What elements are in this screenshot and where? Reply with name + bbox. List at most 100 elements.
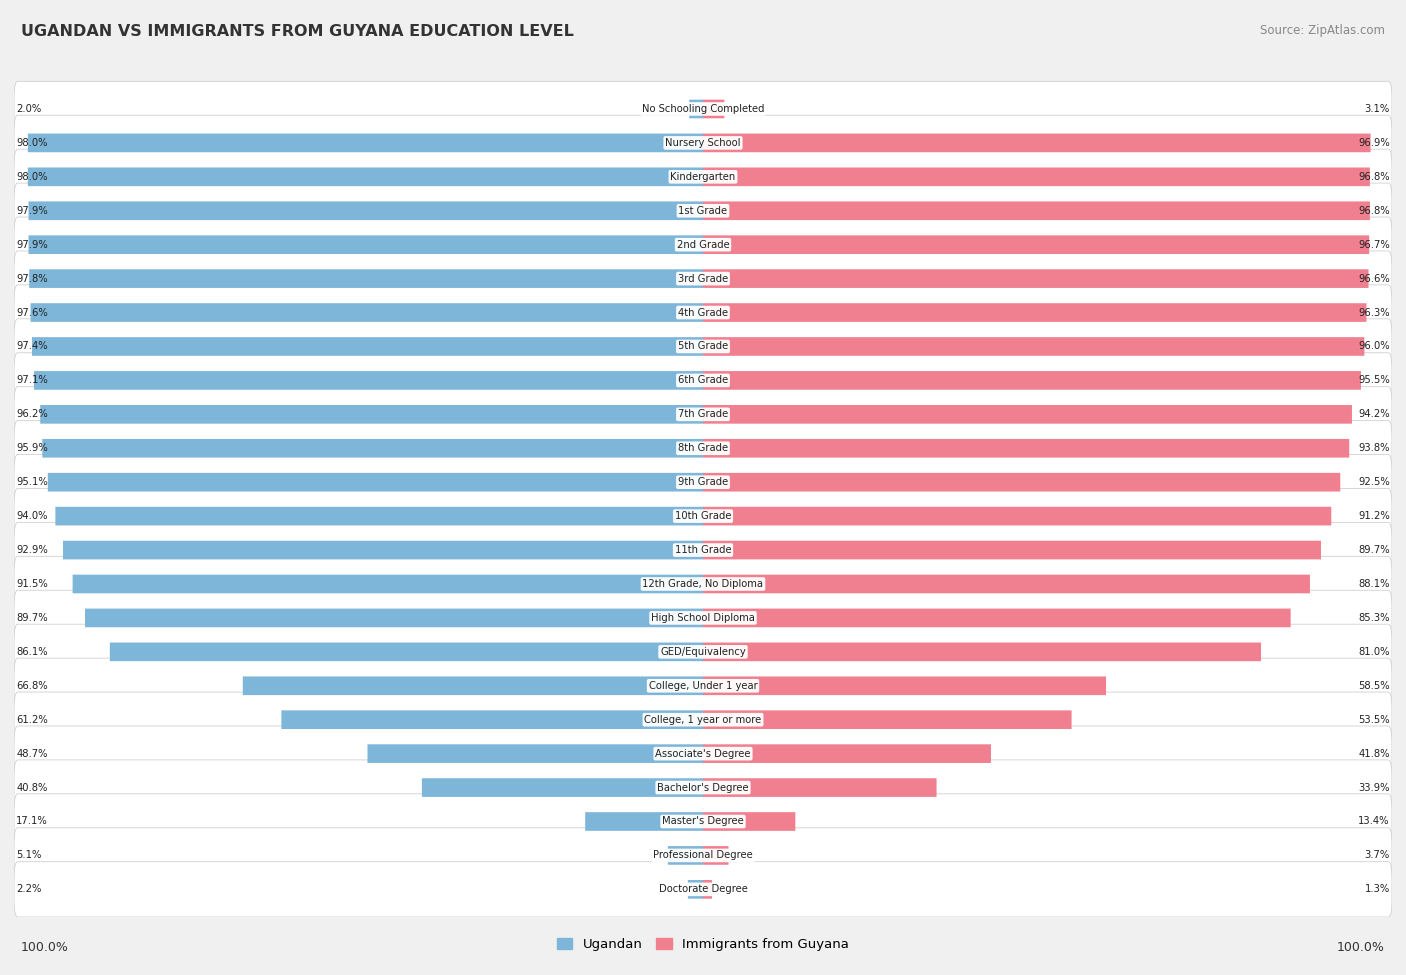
FancyBboxPatch shape — [703, 337, 1364, 356]
FancyBboxPatch shape — [14, 828, 1392, 883]
Text: 95.1%: 95.1% — [15, 477, 48, 488]
FancyBboxPatch shape — [703, 371, 1361, 390]
FancyBboxPatch shape — [34, 371, 703, 390]
FancyBboxPatch shape — [703, 846, 728, 865]
FancyBboxPatch shape — [703, 473, 1340, 491]
Text: 95.9%: 95.9% — [15, 444, 48, 453]
FancyBboxPatch shape — [703, 405, 1353, 424]
FancyBboxPatch shape — [14, 488, 1392, 544]
Text: 7th Grade: 7th Grade — [678, 410, 728, 419]
Text: 11th Grade: 11th Grade — [675, 545, 731, 555]
Text: 88.1%: 88.1% — [1358, 579, 1391, 589]
Text: 48.7%: 48.7% — [15, 749, 48, 759]
Text: 93.8%: 93.8% — [1358, 444, 1391, 453]
FancyBboxPatch shape — [14, 523, 1392, 578]
Text: 10th Grade: 10th Grade — [675, 511, 731, 521]
Text: 41.8%: 41.8% — [1358, 749, 1391, 759]
Text: 98.0%: 98.0% — [15, 137, 48, 148]
FancyBboxPatch shape — [14, 557, 1392, 611]
Text: 1.3%: 1.3% — [1365, 884, 1391, 894]
FancyBboxPatch shape — [585, 812, 703, 831]
FancyBboxPatch shape — [688, 880, 703, 899]
FancyBboxPatch shape — [703, 134, 1371, 152]
Text: 2nd Grade: 2nd Grade — [676, 240, 730, 250]
FancyBboxPatch shape — [14, 285, 1392, 340]
Text: GED/Equivalency: GED/Equivalency — [661, 646, 745, 657]
Text: 98.0%: 98.0% — [15, 172, 48, 181]
FancyBboxPatch shape — [84, 608, 703, 627]
FancyBboxPatch shape — [703, 574, 1310, 594]
FancyBboxPatch shape — [422, 778, 703, 797]
FancyBboxPatch shape — [14, 251, 1392, 306]
Text: 95.5%: 95.5% — [1358, 375, 1391, 385]
FancyBboxPatch shape — [14, 862, 1392, 917]
FancyBboxPatch shape — [14, 115, 1392, 171]
Text: 3.7%: 3.7% — [1365, 850, 1391, 860]
Text: 2.0%: 2.0% — [15, 104, 41, 114]
Text: 91.2%: 91.2% — [1358, 511, 1391, 521]
Text: 96.2%: 96.2% — [15, 410, 48, 419]
Text: 89.7%: 89.7% — [15, 613, 48, 623]
FancyBboxPatch shape — [14, 149, 1392, 205]
Text: 96.8%: 96.8% — [1358, 206, 1391, 215]
Text: 92.5%: 92.5% — [1358, 477, 1391, 488]
Text: 81.0%: 81.0% — [1358, 646, 1391, 657]
Text: 100.0%: 100.0% — [1337, 941, 1385, 954]
Text: 8th Grade: 8th Grade — [678, 444, 728, 453]
Text: 85.3%: 85.3% — [1358, 613, 1391, 623]
FancyBboxPatch shape — [703, 677, 1107, 695]
FancyBboxPatch shape — [243, 677, 703, 695]
Text: 92.9%: 92.9% — [15, 545, 48, 555]
Text: 6th Grade: 6th Grade — [678, 375, 728, 385]
Text: Doctorate Degree: Doctorate Degree — [658, 884, 748, 894]
FancyBboxPatch shape — [63, 541, 703, 560]
Text: Master's Degree: Master's Degree — [662, 816, 744, 827]
Text: 86.1%: 86.1% — [15, 646, 48, 657]
Text: High School Diploma: High School Diploma — [651, 613, 755, 623]
Text: 3rd Grade: 3rd Grade — [678, 274, 728, 284]
FancyBboxPatch shape — [668, 846, 703, 865]
FancyBboxPatch shape — [703, 778, 936, 797]
Text: 94.0%: 94.0% — [15, 511, 48, 521]
Text: Kindergarten: Kindergarten — [671, 172, 735, 181]
Text: 66.8%: 66.8% — [15, 681, 48, 690]
Text: 97.8%: 97.8% — [15, 274, 48, 284]
FancyBboxPatch shape — [703, 608, 1291, 627]
FancyBboxPatch shape — [14, 183, 1392, 239]
FancyBboxPatch shape — [703, 235, 1369, 254]
FancyBboxPatch shape — [703, 303, 1367, 322]
FancyBboxPatch shape — [281, 711, 703, 729]
Text: 97.6%: 97.6% — [15, 307, 48, 318]
FancyBboxPatch shape — [110, 643, 703, 661]
Text: Professional Degree: Professional Degree — [654, 850, 752, 860]
FancyBboxPatch shape — [32, 337, 703, 356]
FancyBboxPatch shape — [14, 590, 1392, 645]
Text: Associate's Degree: Associate's Degree — [655, 749, 751, 759]
FancyBboxPatch shape — [703, 99, 724, 118]
Text: 3.1%: 3.1% — [1365, 104, 1391, 114]
FancyBboxPatch shape — [14, 624, 1392, 680]
Text: 96.6%: 96.6% — [1358, 274, 1391, 284]
FancyBboxPatch shape — [73, 574, 703, 594]
FancyBboxPatch shape — [14, 794, 1392, 849]
FancyBboxPatch shape — [703, 812, 796, 831]
FancyBboxPatch shape — [55, 507, 703, 526]
FancyBboxPatch shape — [28, 134, 703, 152]
Text: 13.4%: 13.4% — [1358, 816, 1391, 827]
FancyBboxPatch shape — [14, 454, 1392, 510]
FancyBboxPatch shape — [703, 168, 1369, 186]
Text: College, Under 1 year: College, Under 1 year — [648, 681, 758, 690]
Text: 53.5%: 53.5% — [1358, 715, 1391, 724]
Text: No Schooling Completed: No Schooling Completed — [641, 104, 765, 114]
Text: 96.3%: 96.3% — [1358, 307, 1391, 318]
Text: 2.2%: 2.2% — [15, 884, 42, 894]
Text: 96.9%: 96.9% — [1358, 137, 1391, 148]
Text: 96.7%: 96.7% — [1358, 240, 1391, 250]
Text: 97.9%: 97.9% — [15, 206, 48, 215]
FancyBboxPatch shape — [689, 99, 703, 118]
Text: 40.8%: 40.8% — [15, 783, 48, 793]
Legend: Ugandan, Immigrants from Guyana: Ugandan, Immigrants from Guyana — [551, 933, 855, 956]
FancyBboxPatch shape — [703, 202, 1369, 220]
FancyBboxPatch shape — [14, 726, 1392, 781]
Text: 1st Grade: 1st Grade — [679, 206, 727, 215]
